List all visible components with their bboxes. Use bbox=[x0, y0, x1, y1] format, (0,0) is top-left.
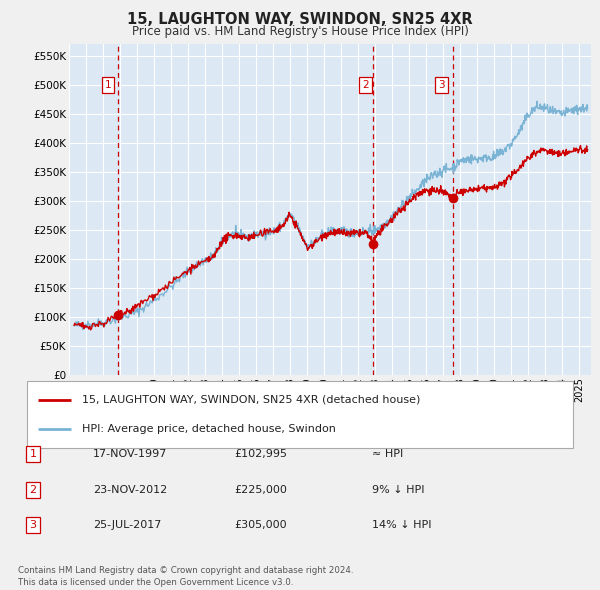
Text: £225,000: £225,000 bbox=[234, 485, 287, 494]
Text: 2: 2 bbox=[29, 485, 37, 494]
Text: 9% ↓ HPI: 9% ↓ HPI bbox=[372, 485, 425, 494]
Text: 25-JUL-2017: 25-JUL-2017 bbox=[93, 520, 161, 530]
Text: 1: 1 bbox=[29, 450, 37, 459]
Text: 15, LAUGHTON WAY, SWINDON, SN25 4XR: 15, LAUGHTON WAY, SWINDON, SN25 4XR bbox=[127, 12, 473, 27]
Text: 1: 1 bbox=[105, 80, 112, 90]
Text: Contains HM Land Registry data © Crown copyright and database right 2024.
This d: Contains HM Land Registry data © Crown c… bbox=[18, 566, 353, 587]
Text: 23-NOV-2012: 23-NOV-2012 bbox=[93, 485, 167, 494]
Text: 2: 2 bbox=[362, 80, 369, 90]
Text: ≈ HPI: ≈ HPI bbox=[372, 450, 403, 459]
Text: £305,000: £305,000 bbox=[234, 520, 287, 530]
Text: HPI: Average price, detached house, Swindon: HPI: Average price, detached house, Swin… bbox=[82, 424, 335, 434]
Text: 14% ↓ HPI: 14% ↓ HPI bbox=[372, 520, 431, 530]
Text: 3: 3 bbox=[29, 520, 37, 530]
Text: £102,995: £102,995 bbox=[234, 450, 287, 459]
Text: 17-NOV-1997: 17-NOV-1997 bbox=[93, 450, 167, 459]
Text: 3: 3 bbox=[438, 80, 445, 90]
FancyBboxPatch shape bbox=[27, 381, 573, 448]
Text: Price paid vs. HM Land Registry's House Price Index (HPI): Price paid vs. HM Land Registry's House … bbox=[131, 25, 469, 38]
Text: 15, LAUGHTON WAY, SWINDON, SN25 4XR (detached house): 15, LAUGHTON WAY, SWINDON, SN25 4XR (det… bbox=[82, 395, 420, 405]
